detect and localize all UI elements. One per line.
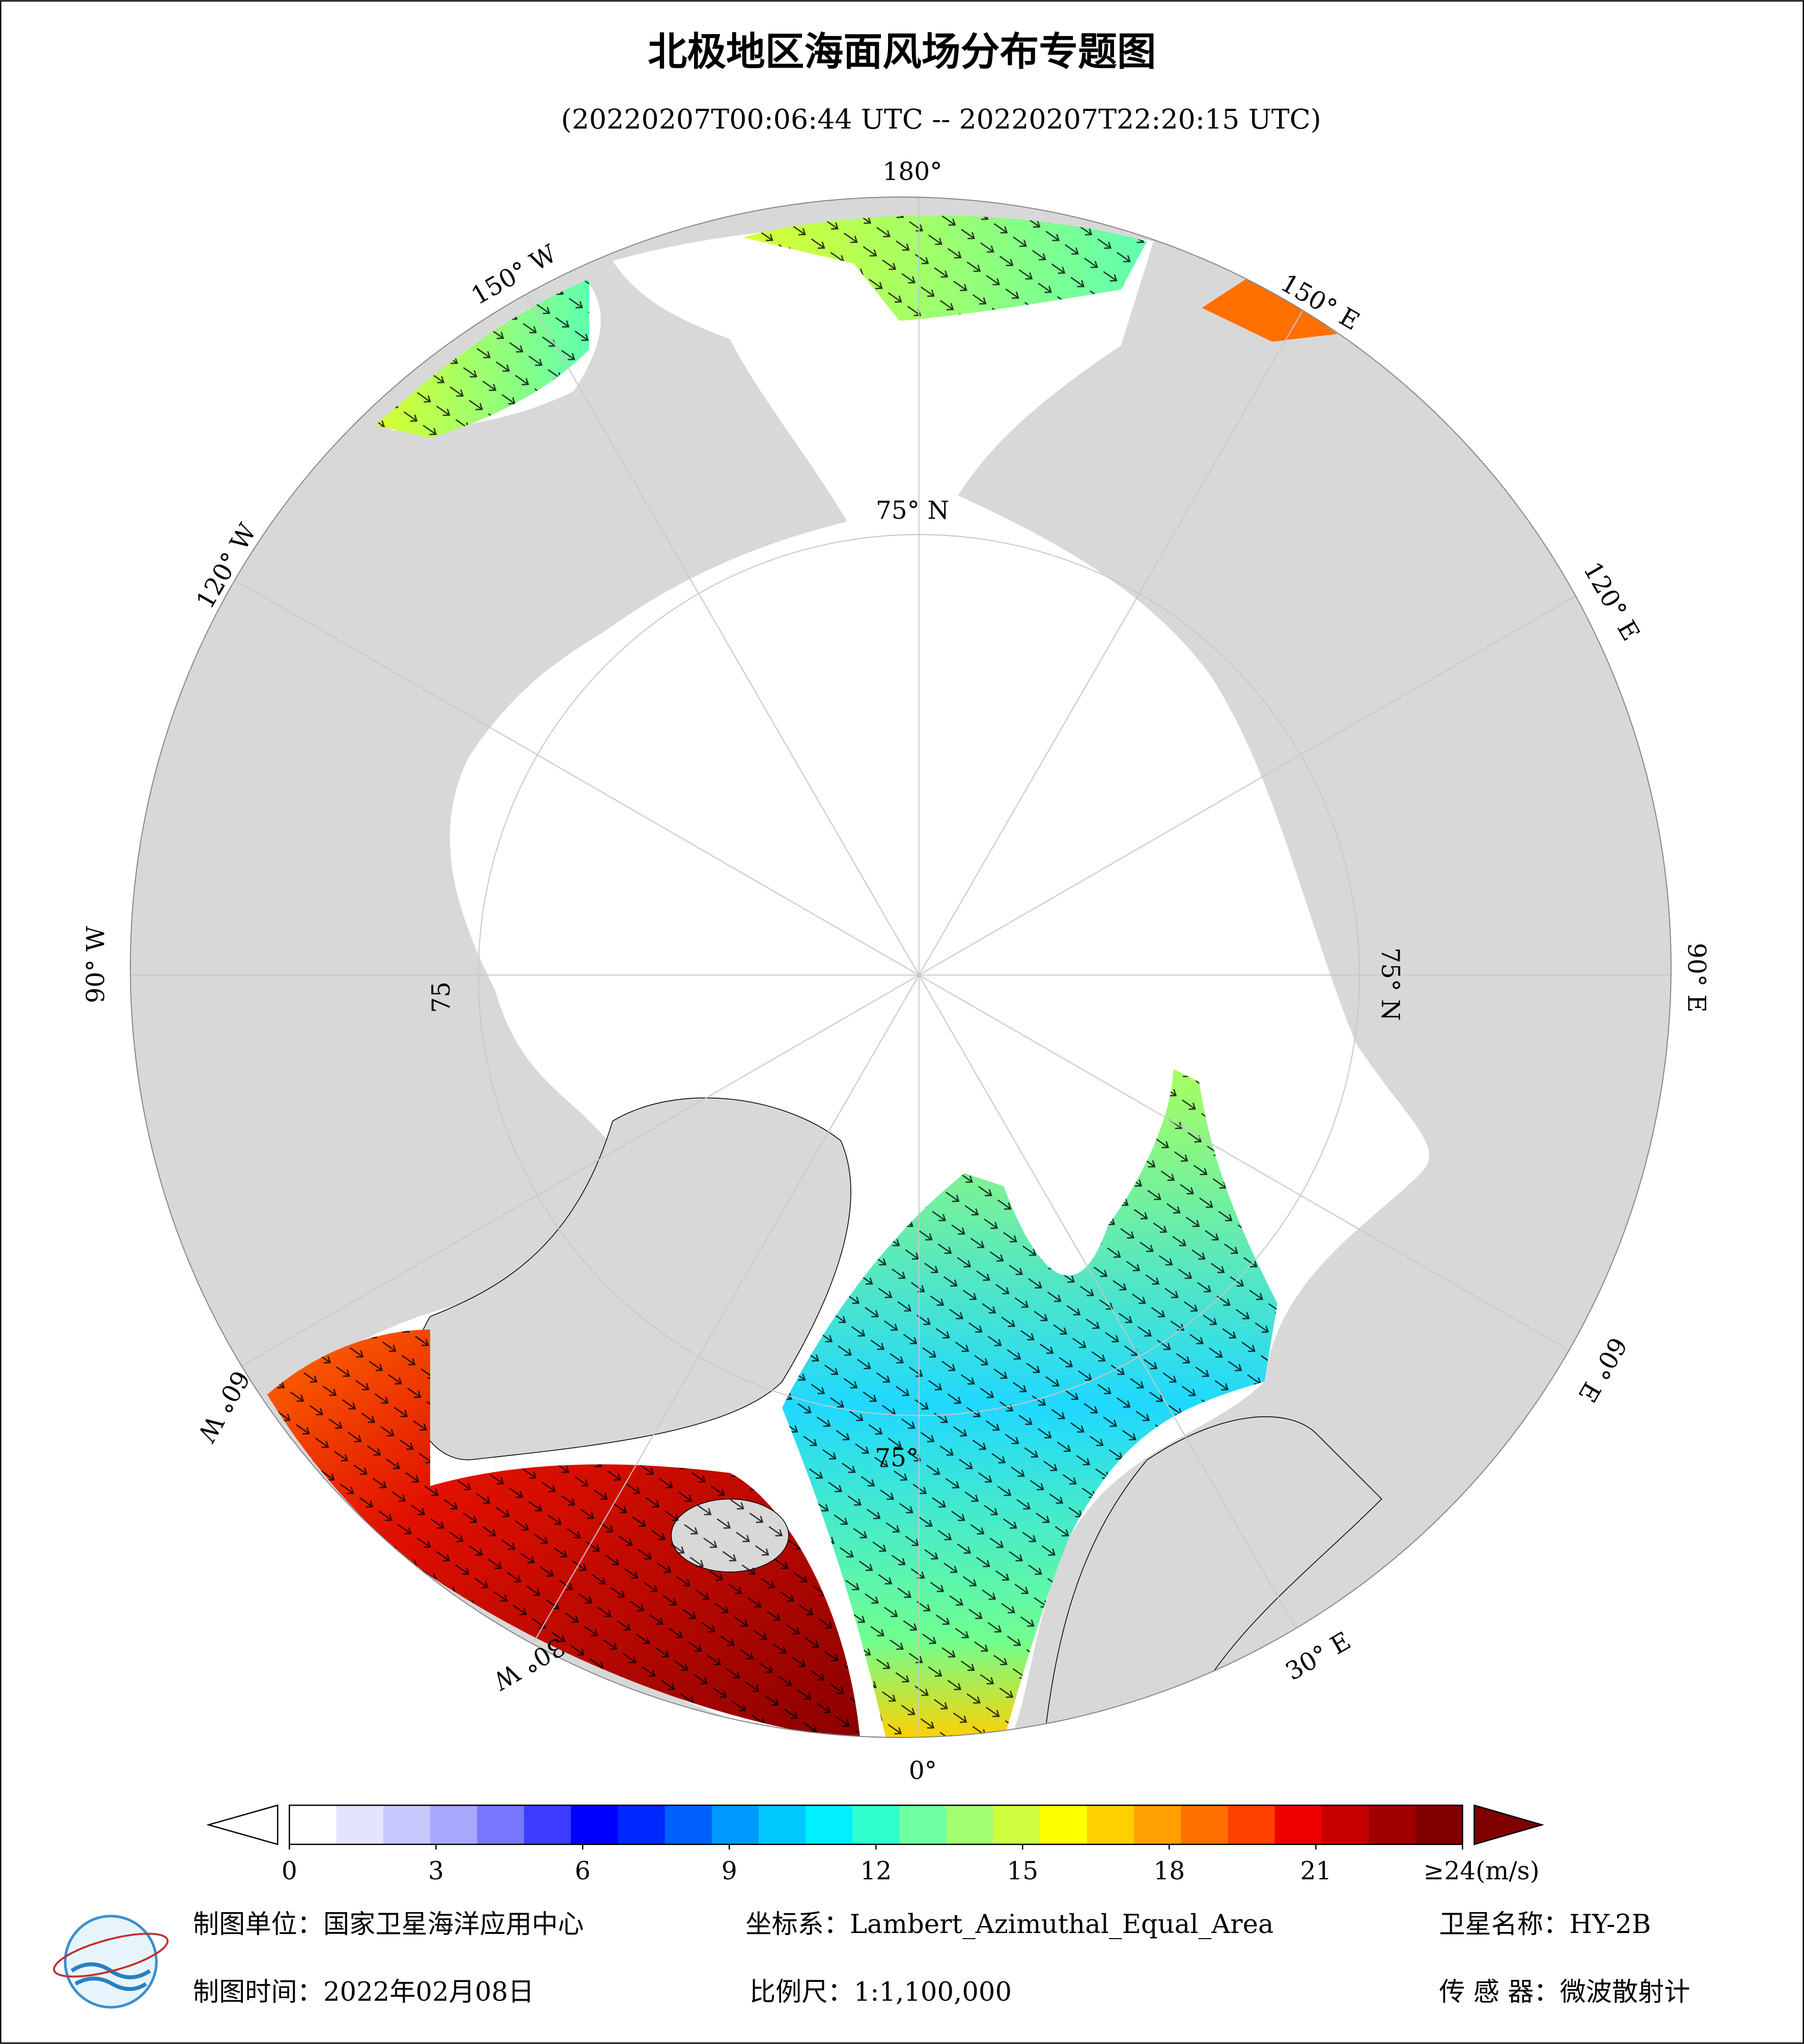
- colorbar-swatch: [1228, 1805, 1275, 1844]
- colorbar-tick-label: 0: [282, 1857, 297, 1886]
- latitude-label: 75° N: [1376, 947, 1404, 1021]
- colorbar-tick-label: 18: [1153, 1857, 1185, 1886]
- scandinavia: [1042, 1416, 1382, 1738]
- colorbar-tick-label: 3: [428, 1857, 444, 1886]
- colorbar-swatch: [1087, 1805, 1135, 1844]
- colorbar-swatch: [1368, 1805, 1417, 1844]
- footer: 制图单位：国家卫星海洋应用中心 坐标系：Lambert_Azimuthal_Eq…: [193, 1909, 1690, 2007]
- colorbar-swatch: [852, 1805, 900, 1844]
- colorbar: 0 3 6 9 12 15 18 21 ≥24(m/s): [206, 1804, 1545, 1886]
- colorbar-swatch: [1040, 1805, 1088, 1844]
- colorbar-swatch: [1416, 1805, 1463, 1844]
- subtitle: (20220207T00:06:44 UTC -- 20220207T22:20…: [561, 103, 1321, 135]
- latitude-label: 75: [427, 982, 456, 1013]
- colorbar-over: [1474, 1804, 1545, 1845]
- colorbar-tick-label: 12: [860, 1857, 892, 1886]
- colorbar-tick-label: ≥24(m/s): [1423, 1857, 1539, 1886]
- latitude-label: 75° N: [876, 496, 949, 525]
- colorbar-swatch: [383, 1805, 431, 1844]
- meridian: [462, 974, 920, 1738]
- colorbar-swatch: [289, 1805, 337, 1844]
- colorbar-tick-label: 15: [1007, 1857, 1038, 1886]
- footer-text: 卫星名称：HY-2B: [1439, 1909, 1651, 1940]
- meridian-label: 90° W: [81, 926, 110, 1003]
- colorbar-swatch: [477, 1805, 525, 1844]
- meridian-label: 90° E: [1682, 943, 1710, 1013]
- colorbar-swatch: [571, 1805, 619, 1844]
- meridian: [130, 974, 920, 1432]
- footer-text: 坐标系：Lambert_Azimuthal_Equal_Area: [745, 1909, 1273, 1940]
- wind-field: [1202, 274, 1338, 342]
- colorbar-swatch: [946, 1805, 994, 1844]
- colorbar-swatch: [899, 1805, 947, 1844]
- meridian-label: 180°: [882, 157, 942, 186]
- footer-text: 传 感 器：微波散射计: [1439, 1977, 1690, 2007]
- wind-vectors: [267, 215, 1278, 1738]
- footer-text: 制图时间：2022年02月08日: [193, 1977, 534, 2007]
- colorbar-swatch: [336, 1805, 384, 1844]
- colorbar-swatch: [524, 1805, 572, 1844]
- colorbar-swatch: [758, 1805, 807, 1844]
- colorbar-under: [206, 1804, 279, 1845]
- colorbar-swatch: [664, 1805, 713, 1844]
- colorbar-swatch: [993, 1805, 1041, 1844]
- colorbar-swatch: [806, 1805, 853, 1844]
- map-border: [129, 197, 1672, 1738]
- colorbar-tick-label: 6: [575, 1857, 591, 1886]
- meridian-label: 0°: [909, 1757, 937, 1785]
- colorbar-swatch: [1181, 1805, 1229, 1844]
- colorbar-swatch: [1274, 1805, 1323, 1844]
- colorbar-swatch: [1321, 1805, 1370, 1844]
- colorbar-swatch: [430, 1805, 478, 1844]
- colorbar-swatch: [711, 1805, 760, 1844]
- greenland: [411, 1097, 851, 1461]
- map: [130, 197, 1671, 1738]
- colorbar-tick-label: 9: [721, 1857, 737, 1886]
- latitude-label: 75°: [875, 1444, 919, 1472]
- meridian: [462, 197, 920, 975]
- footer-text: 制图单位：国家卫星海洋应用中心: [193, 1909, 584, 1940]
- colorbar-swatch: [618, 1805, 665, 1844]
- footer-text: 比例尺：1:1,100,000: [750, 1977, 1012, 2007]
- colorbar-swatch: [1134, 1805, 1182, 1844]
- colorbar-tick-label: 21: [1300, 1857, 1331, 1886]
- meridian: [918, 197, 1376, 975]
- logo: [53, 1915, 169, 2009]
- meridian: [130, 518, 920, 976]
- title: 北极地区海面风场分布专题图: [648, 29, 1156, 75]
